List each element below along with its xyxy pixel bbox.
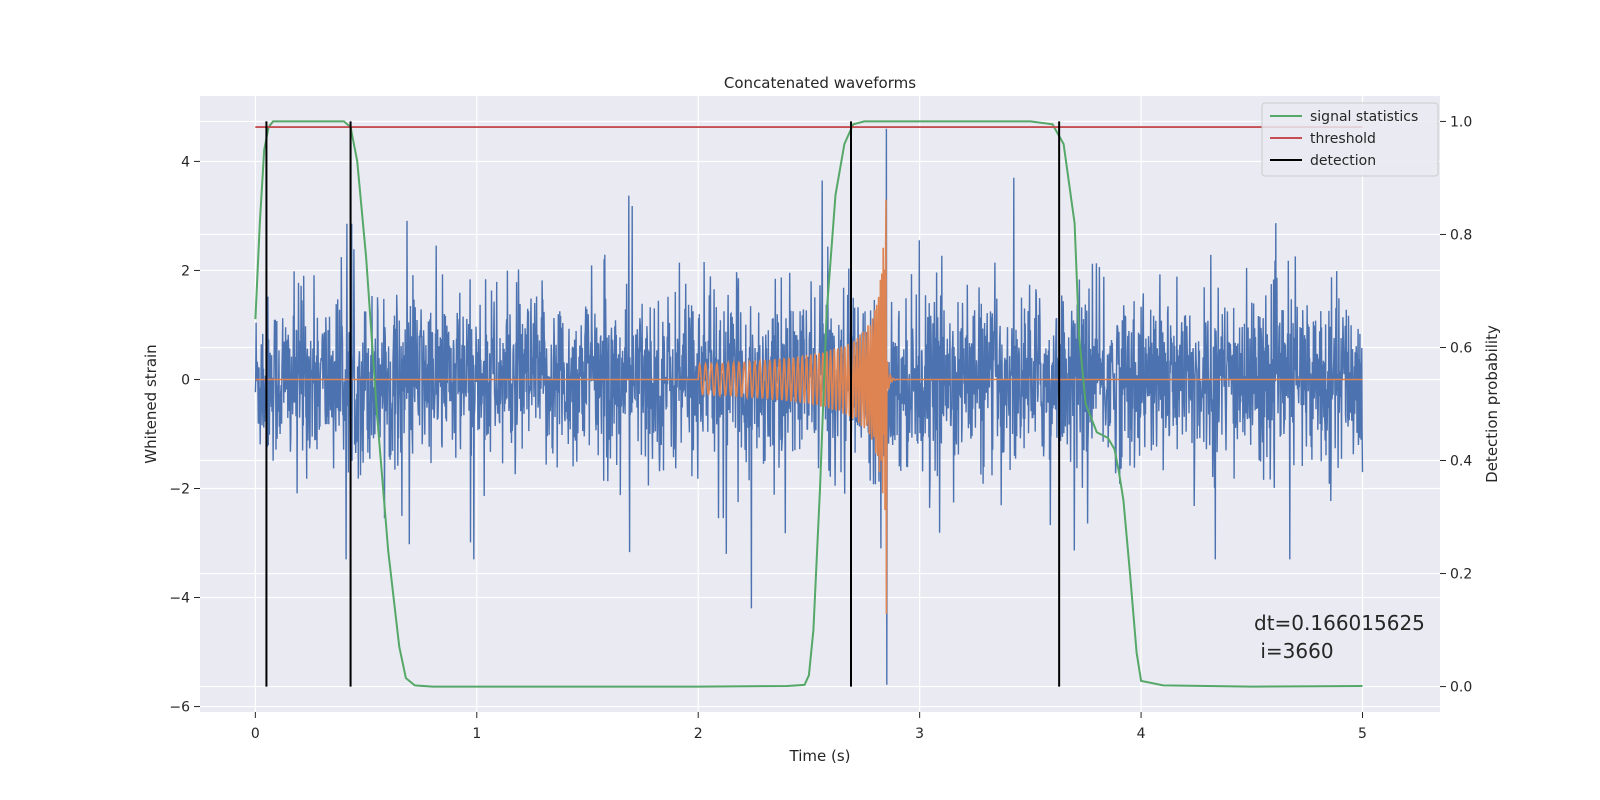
legend-label-threshold: threshold xyxy=(1310,131,1376,147)
y-axis-label-right: Detection probability xyxy=(1483,325,1501,483)
ticks: 0 1 2 3 4 5 −6 −4 −2 0 2 4 0.0 0.2 0.4 0.6 0.8 1.0 xyxy=(169,114,1472,742)
x-tick-label: 1 xyxy=(472,726,481,742)
x-tick-label: 2 xyxy=(694,726,703,742)
annotation-dt: dt=0.166015625 xyxy=(1254,611,1425,635)
x-tick-label: 4 xyxy=(1137,726,1146,742)
noise-trace xyxy=(254,128,1364,685)
y-tick-label-right: 0.0 xyxy=(1450,680,1472,696)
y-tick-label-left: −4 xyxy=(169,591,190,607)
y-tick-label-right: 0.6 xyxy=(1450,340,1472,356)
chart-title: Concatenated waveforms xyxy=(724,74,916,92)
y-tick-label-left: 2 xyxy=(181,263,190,279)
x-tick-label: 5 xyxy=(1358,726,1367,742)
x-tick-label: 0 xyxy=(251,726,260,742)
y-tick-label-right: 0.4 xyxy=(1450,454,1472,470)
plot-layer xyxy=(254,120,1364,688)
x-tick-label: 3 xyxy=(915,726,924,742)
legend-box xyxy=(1261,102,1439,177)
y-tick-label-left: −2 xyxy=(169,481,190,497)
y-tick-label-right: 1.0 xyxy=(1450,114,1472,130)
waveform-trace xyxy=(255,199,1363,614)
legend-label-signal-statistics: signal statistics xyxy=(1310,109,1418,125)
x-axis-label: Time (s) xyxy=(789,747,851,765)
y-tick-label-right: 0.8 xyxy=(1450,227,1472,243)
y-axis-label-left: Whitened strain xyxy=(142,344,160,463)
y-tick-label-left: −6 xyxy=(169,700,190,716)
legend: signal statistics threshold detection xyxy=(1261,102,1439,177)
annotation-index: i=3660 xyxy=(1254,639,1334,663)
y-tick-label-right: 0.2 xyxy=(1450,567,1472,583)
y-tick-label-left: 0 xyxy=(181,372,190,388)
signal-statistics-line xyxy=(254,120,1363,688)
legend-label-detection: detection xyxy=(1310,153,1376,169)
y-tick-label-left: 4 xyxy=(181,154,190,170)
